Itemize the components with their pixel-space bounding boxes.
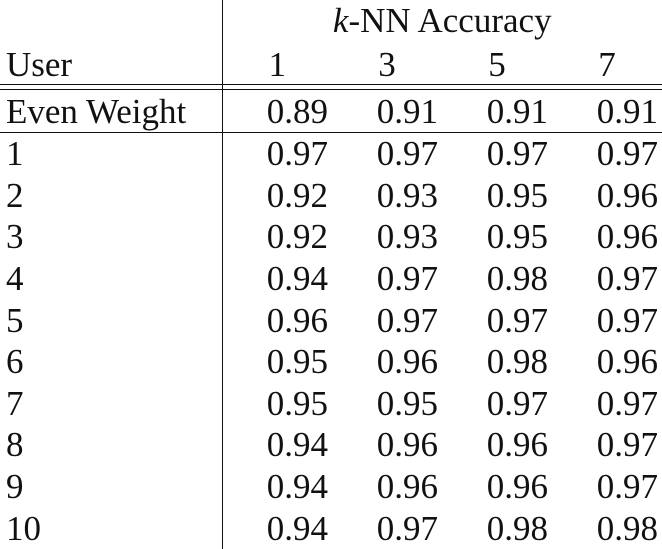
user-id-cell: 6 [0, 340, 223, 383]
accuracy-cell: 0.98 [486, 508, 548, 548]
accuracy-cell: 0.94 [266, 259, 328, 299]
accuracy-cell: 0.96 [596, 342, 658, 382]
accuracy-cell: 0.98 [596, 508, 658, 548]
accuracy-cell: 0.97 [376, 300, 438, 340]
k-column-header: 1 [222, 38, 332, 85]
accuracy-cell: 0.97 [376, 259, 438, 299]
header-row-columns: User 1 3 5 7 [0, 38, 662, 85]
double-rule-spacer [0, 84, 662, 90]
accuracy-cell: 0.97 [596, 134, 658, 174]
spacer-cell [442, 84, 552, 90]
table-row: 5 0.96 0.97 0.97 0.97 [0, 299, 662, 341]
spacer-cell [0, 84, 223, 90]
table-row: 6 0.95 0.96 0.98 0.96 [0, 340, 662, 383]
spacer-cell [222, 84, 332, 90]
accuracy-cell: 0.95 [266, 383, 328, 423]
k-column-header: 5 [442, 38, 552, 85]
accuracy-cell: 0.97 [376, 134, 438, 174]
accuracy-cell: 0.97 [266, 134, 328, 174]
accuracy-cell: 0.96 [376, 342, 438, 382]
table-row: 10 0.94 0.97 0.98 0.98 [0, 507, 662, 549]
header-row-group: k-NN Accuracy [0, 0, 662, 38]
spacer-cell [552, 84, 662, 90]
accuracy-cell: 0.91 [332, 89, 442, 133]
user-id-cell: 8 [0, 424, 223, 466]
group-header-k: k [332, 1, 349, 40]
accuracy-cell: 0.89 [222, 89, 332, 133]
table-row: 8 0.94 0.96 0.96 0.97 [0, 424, 662, 466]
group-header-suffix: -NN Accuracy [348, 1, 552, 40]
accuracy-cell: 0.97 [486, 134, 548, 174]
user-column-header: User [0, 38, 223, 85]
accuracy-cell: 0.97 [596, 259, 658, 299]
accuracy-cell: 0.97 [596, 383, 658, 423]
accuracy-cell: 0.96 [596, 217, 658, 257]
user-id-cell: 4 [0, 257, 223, 300]
table-row: 1 0.97 0.97 0.97 0.97 [0, 132, 662, 175]
header-empty-cell [0, 0, 223, 38]
k-column-header: 3 [332, 38, 442, 85]
accuracy-cell: 0.94 [266, 467, 328, 507]
accuracy-cell: 0.96 [266, 300, 328, 340]
accuracy-cell: 0.91 [552, 89, 662, 133]
table-row: 9 0.94 0.96 0.96 0.97 [0, 465, 662, 508]
accuracy-cell: 0.94 [266, 508, 328, 548]
table-row: 3 0.92 0.93 0.95 0.96 [0, 216, 662, 258]
user-id-cell: 1 [0, 132, 223, 175]
accuracy-cell: 0.97 [596, 467, 658, 507]
accuracy-cell: 0.98 [486, 259, 548, 299]
accuracy-cell: 0.95 [486, 175, 548, 215]
accuracy-cell: 0.97 [596, 425, 658, 465]
accuracy-cell: 0.96 [596, 175, 658, 215]
accuracy-cell: 0.93 [376, 175, 438, 215]
accuracy-cell: 0.95 [486, 217, 548, 257]
user-id-cell: 3 [0, 216, 223, 258]
user-id-cell: 9 [0, 465, 223, 508]
accuracy-cell: 0.98 [486, 342, 548, 382]
accuracy-cell: 0.97 [376, 508, 438, 548]
accuracy-cell: 0.96 [486, 425, 548, 465]
k-column-header: 7 [552, 38, 662, 85]
accuracy-cell: 0.97 [596, 300, 658, 340]
accuracy-cell: 0.96 [376, 467, 438, 507]
user-id-cell: 2 [0, 174, 223, 217]
accuracy-cell: 0.92 [266, 217, 328, 257]
user-id-cell: 10 [0, 507, 223, 549]
accuracy-cell: 0.96 [376, 425, 438, 465]
accuracy-cell: 0.93 [376, 217, 438, 257]
accuracy-cell: 0.95 [266, 342, 328, 382]
group-header: k-NN Accuracy [222, 0, 662, 38]
table-row: 2 0.92 0.93 0.95 0.96 [0, 174, 662, 217]
user-id-cell: 5 [0, 299, 223, 341]
table-row: 4 0.94 0.97 0.98 0.97 [0, 257, 662, 300]
user-id-cell: 7 [0, 382, 223, 425]
accuracy-cell: 0.97 [486, 383, 548, 423]
accuracy-cell: 0.97 [486, 300, 548, 340]
accuracy-cell: 0.94 [266, 425, 328, 465]
accuracy-cell: 0.91 [442, 89, 552, 133]
even-weight-label: Even Weight [0, 89, 223, 133]
accuracy-cell: 0.95 [376, 383, 438, 423]
table-row: 7 0.95 0.95 0.97 0.97 [0, 382, 662, 425]
even-weight-row: Even Weight 0.89 0.91 0.91 0.91 [0, 89, 662, 133]
accuracy-cell: 0.96 [486, 467, 548, 507]
accuracy-cell: 0.92 [266, 175, 328, 215]
spacer-cell [332, 84, 442, 90]
